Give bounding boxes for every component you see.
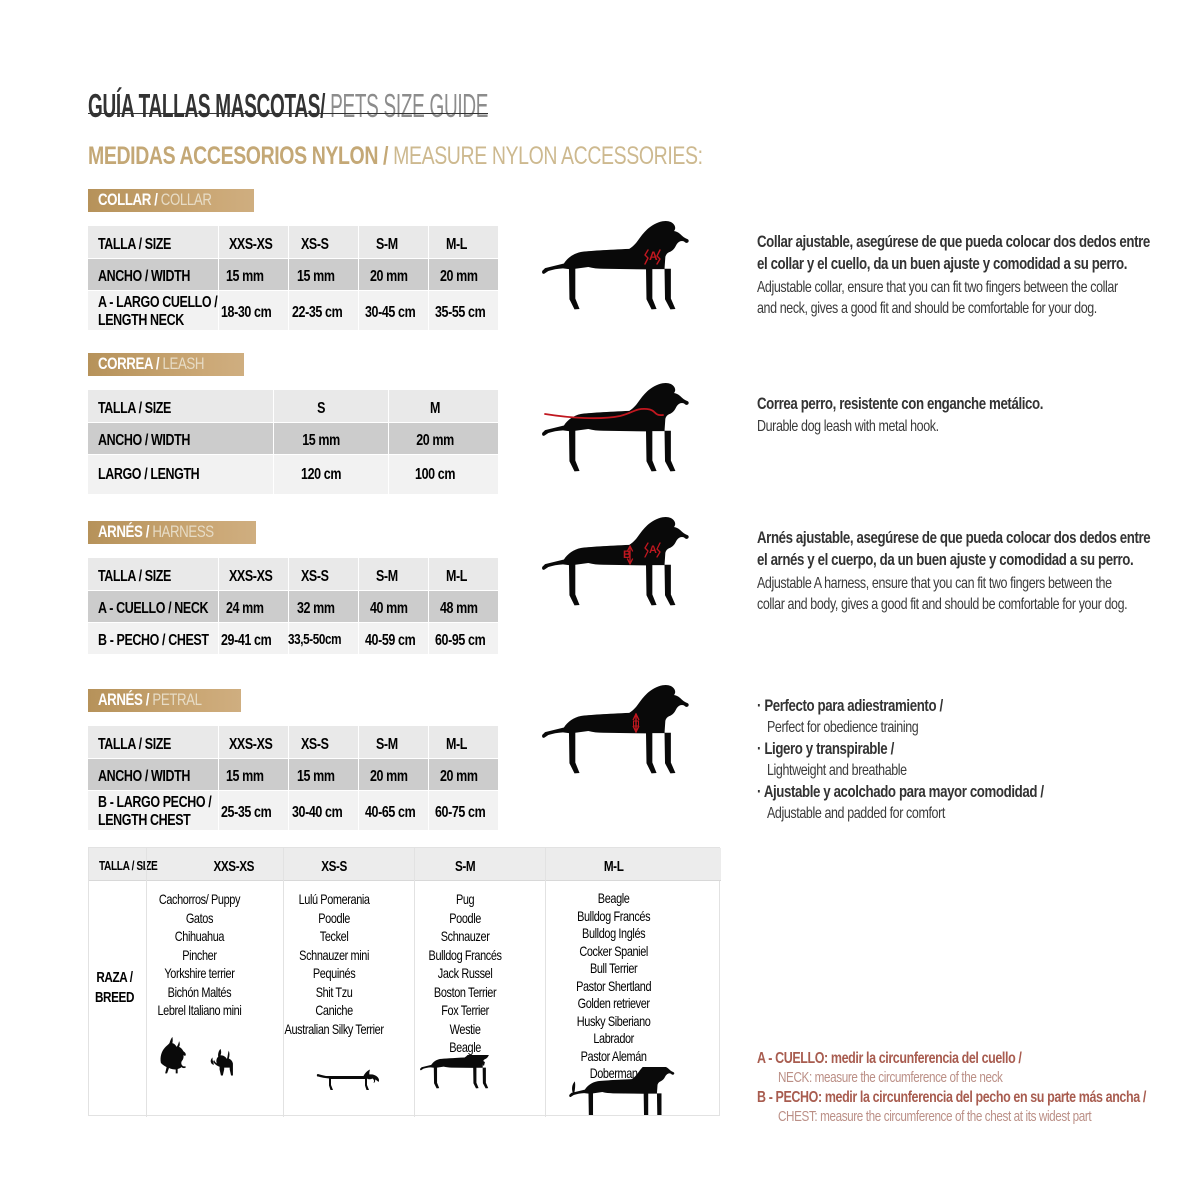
svg-text:B: B: [623, 549, 631, 561]
svg-text:A: A: [649, 249, 658, 263]
svg-text:A: A: [649, 544, 657, 556]
